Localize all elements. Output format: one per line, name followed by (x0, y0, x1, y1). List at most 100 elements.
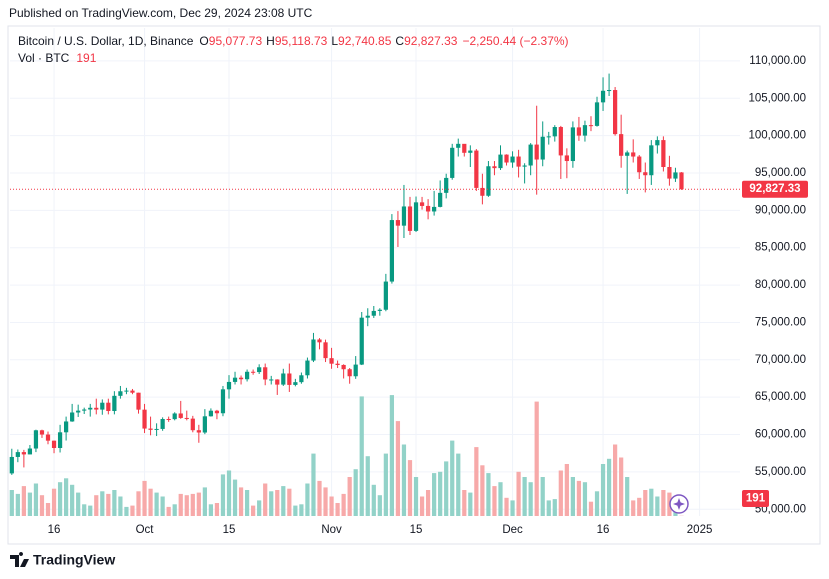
volume-bar (76, 492, 81, 516)
candle-body (522, 165, 527, 167)
volume-bar (661, 490, 666, 516)
y-tick-label: 70,000.00 (755, 354, 806, 366)
last-price-label: 92,827.33 (749, 183, 800, 195)
volume-bar (377, 495, 382, 516)
y-tick-label: 95,000.00 (755, 167, 806, 179)
candle-body (15, 452, 20, 457)
candle-body (202, 416, 207, 433)
candle-body (311, 339, 316, 361)
volume-bar (438, 471, 443, 516)
volume-bar (100, 491, 105, 516)
candle-body (76, 410, 81, 413)
candle-body (275, 379, 280, 385)
volume-bar (419, 496, 425, 516)
candle-body (347, 369, 352, 377)
ohlc-value: 92,827.33 (404, 34, 458, 48)
candle-body (335, 363, 340, 365)
volume-bar (480, 465, 485, 516)
volume-bar (594, 491, 600, 516)
volume-bar (498, 482, 503, 516)
volume-bar (293, 505, 298, 516)
candle-body (534, 144, 539, 160)
candle-body (45, 434, 51, 441)
candle-body (160, 418, 165, 429)
volume-bar (214, 503, 220, 516)
volume-bar (456, 453, 461, 516)
assistant-icon[interactable] (669, 494, 689, 514)
candle-body (287, 373, 292, 385)
volume-bar (251, 505, 256, 516)
y-tick-label: 100,000.00 (748, 130, 806, 142)
candle-body (226, 381, 232, 390)
volume-bar (353, 469, 358, 516)
candle-body (118, 391, 123, 396)
ohlc-value: 92,740.85 (338, 34, 392, 48)
volume-bar (389, 395, 395, 516)
candle-body (480, 187, 485, 196)
x-tick-label: Dec (502, 524, 523, 536)
volume-bar (130, 505, 135, 516)
grid (10, 28, 740, 516)
footer-logo: TradingView (10, 552, 115, 568)
volume-bar (220, 474, 226, 516)
volume-bar (166, 506, 171, 516)
x-tick-label: 16 (597, 524, 610, 536)
volume-bar (365, 456, 370, 516)
volume-bar (432, 473, 437, 516)
volume-bar (570, 477, 575, 516)
candle-body (576, 127, 582, 136)
y-tick-label: 90,000.00 (755, 204, 806, 216)
x-tick-label: 16 (48, 524, 61, 536)
candle-body (21, 452, 26, 455)
volume-bar (341, 493, 346, 516)
ohlc-key: H (266, 34, 275, 48)
volume-bar (401, 444, 407, 516)
volume-bar (112, 490, 117, 516)
volume-bar (413, 477, 419, 516)
candle-body (142, 409, 147, 429)
candle-body (299, 375, 304, 383)
volume-bar (190, 493, 195, 516)
brand: TradingView (33, 552, 115, 568)
candle-body (51, 440, 57, 448)
candle-body (631, 152, 636, 157)
y-tick-label: 75,000.00 (755, 316, 806, 328)
candles (9, 73, 684, 475)
candle-body (395, 220, 401, 226)
candle-body (377, 309, 382, 311)
volume-bar (323, 487, 328, 516)
volume-bar (305, 483, 310, 516)
volume-bar (528, 482, 533, 516)
volume-bar (510, 500, 515, 516)
x-tick-label: 2025 (687, 524, 713, 536)
candle-body (661, 140, 666, 168)
candle-body (293, 382, 298, 385)
volume-bar (425, 490, 431, 516)
candle-body (27, 448, 33, 455)
ohlc-key: L (331, 34, 338, 48)
volume-bar (444, 461, 449, 516)
volume-bar (178, 493, 183, 516)
volume-bar (540, 477, 545, 516)
x-tick-label: Nov (321, 524, 342, 536)
candle-body (359, 317, 364, 365)
candle-body (323, 342, 328, 359)
candle-body (82, 409, 87, 411)
candle-body (112, 395, 117, 412)
candle-body (305, 360, 310, 376)
volume-bar (118, 496, 123, 516)
ohlc-value: 95,118.73 (275, 34, 328, 48)
volume-bar (486, 473, 491, 516)
candle-body (613, 90, 618, 135)
y-tick-label: 60,000.00 (755, 429, 806, 441)
volume-bar (27, 492, 33, 516)
volume-bar (371, 484, 376, 516)
ohlc-value: 95,077.73 (209, 34, 263, 48)
volume-bar (347, 477, 352, 516)
candle-body (582, 125, 588, 136)
candle-body (619, 134, 624, 156)
candle-body (166, 418, 171, 420)
candle-body (63, 421, 69, 433)
volume-bar (582, 482, 588, 516)
volume-bar (407, 460, 413, 516)
